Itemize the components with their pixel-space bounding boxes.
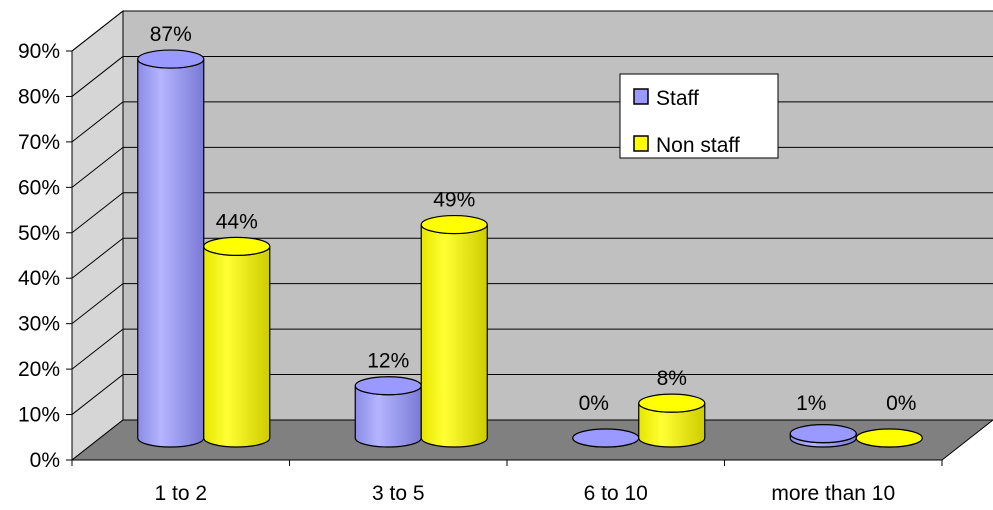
bar-top xyxy=(203,236,271,256)
gridline-side xyxy=(71,146,124,188)
x-axis: 1 to 2 3 to 5 6 to 10 more than 10 xyxy=(71,459,943,505)
y-tick-label: 0% xyxy=(30,449,60,472)
legend-swatch-staff xyxy=(633,88,649,105)
bar-staff xyxy=(137,49,205,448)
y-tick-label: 40% xyxy=(18,267,60,290)
data-label: 12% xyxy=(367,350,409,373)
bar-staff xyxy=(789,424,857,448)
gridline-side xyxy=(71,237,124,279)
y-tick-label: 80% xyxy=(18,85,60,108)
y-tick-label: 20% xyxy=(18,358,60,381)
y-tick-label: 70% xyxy=(18,131,60,154)
data-label: 49% xyxy=(433,189,475,212)
bars xyxy=(137,49,923,448)
gridline-side xyxy=(71,283,124,325)
y-tick-label: 50% xyxy=(18,222,60,245)
x-tick-label: 3 to 5 xyxy=(372,482,425,505)
bar-body xyxy=(420,224,488,448)
legend-label-non-staff: Non staff xyxy=(656,134,740,157)
bar-top xyxy=(137,49,205,69)
side-wall xyxy=(71,9,124,462)
y-tick-label: 90% xyxy=(18,40,60,63)
x-tick-label: 1 to 2 xyxy=(154,482,207,505)
gridline-side xyxy=(71,10,124,52)
bar-body xyxy=(137,58,205,448)
bar-non-staff xyxy=(203,236,271,448)
bar-staff xyxy=(354,376,422,448)
grid-lines xyxy=(71,10,993,415)
legend: Staff Non staff xyxy=(619,73,779,159)
gridline-side xyxy=(71,192,124,234)
data-label: 8% xyxy=(657,367,687,390)
legend-label-staff: Staff xyxy=(656,87,699,110)
bar-top xyxy=(572,428,640,448)
bar-top xyxy=(420,214,488,235)
data-label: 44% xyxy=(216,210,258,233)
bar-top xyxy=(354,376,422,396)
y-tick-label: 10% xyxy=(18,404,60,427)
data-labels: 87% 44% 12% 49% 0% 8% 1% 0% xyxy=(150,23,917,415)
legend-swatch-non-staff xyxy=(633,135,649,152)
bar-non-staff xyxy=(638,393,706,448)
data-label: 87% xyxy=(150,23,192,46)
gridline-side xyxy=(71,374,124,415)
x-tick-label: more than 10 xyxy=(771,482,895,505)
bar-body xyxy=(203,246,271,448)
x-tick-label: 6 to 10 xyxy=(584,482,648,505)
bar-top xyxy=(638,393,706,413)
bar-non-staff xyxy=(855,428,923,448)
data-label: 0% xyxy=(886,392,916,415)
bar-non-staff xyxy=(420,214,488,448)
bar-staff xyxy=(572,428,640,448)
bar-top xyxy=(855,428,923,448)
gridline-side xyxy=(71,56,124,97)
y-axis: 0% 10% 20% 30% 40% 50% 60% 70% 80% 90% xyxy=(18,40,73,472)
gridline-side xyxy=(71,101,124,143)
y-tick-label: 30% xyxy=(18,313,60,336)
bar-top xyxy=(789,424,857,444)
data-label: 0% xyxy=(579,392,609,415)
data-label: 1% xyxy=(796,392,826,415)
y-tick-label: 60% xyxy=(18,176,60,199)
gridline-side xyxy=(71,328,124,370)
